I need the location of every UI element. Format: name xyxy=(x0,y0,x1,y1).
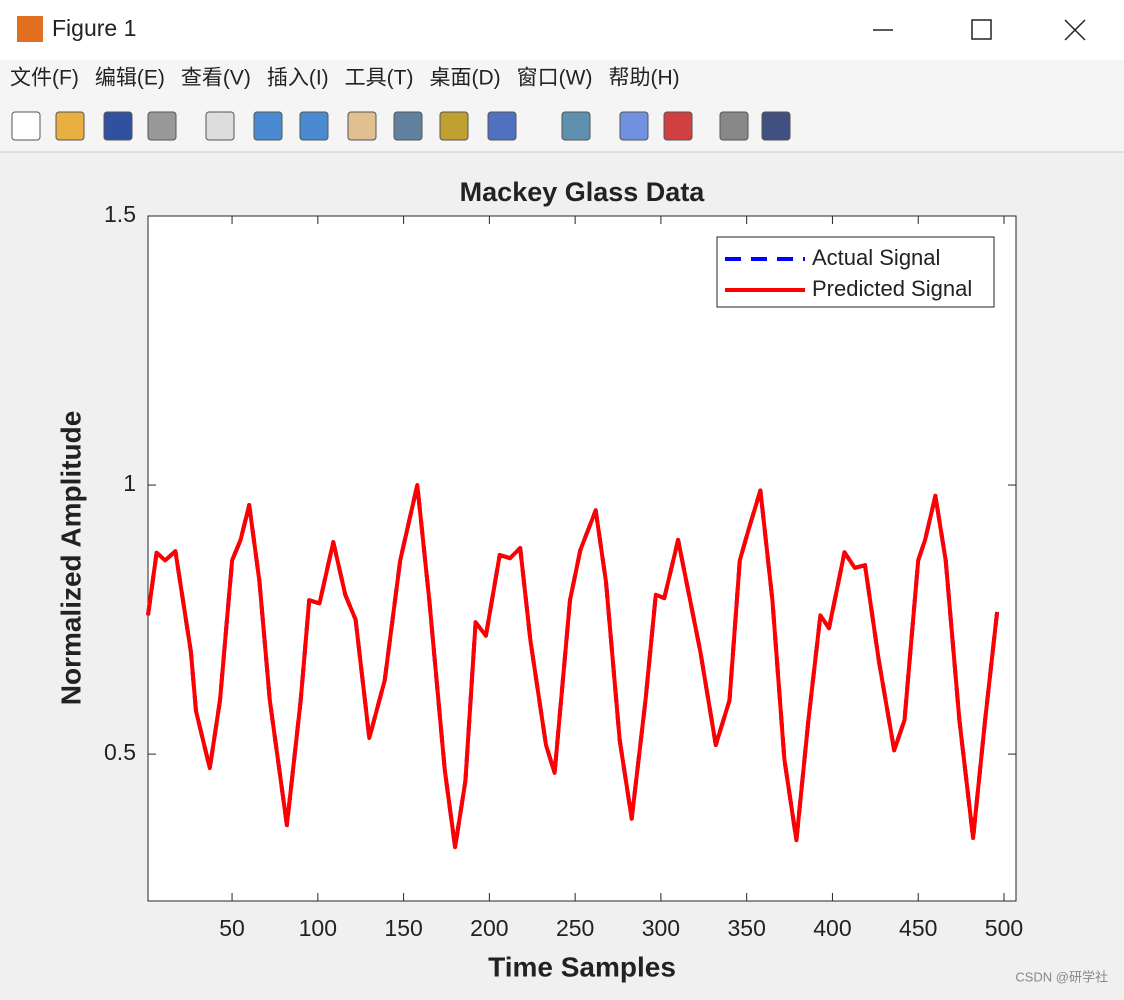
toolbar-button[interactable] xyxy=(11,111,41,141)
menu-item[interactable]: 桌面(D) xyxy=(429,67,500,90)
toolbar-button[interactable] xyxy=(487,111,517,141)
y-tick-label: 0.5 xyxy=(104,739,136,765)
toolbar-button[interactable] xyxy=(761,111,791,141)
x-tick-label: 200 xyxy=(470,915,508,941)
menu-bar xyxy=(0,60,1124,100)
menu-item[interactable]: 文件(F) xyxy=(10,67,79,90)
toolbar-button[interactable] xyxy=(619,111,649,141)
window-title: Figure 1 xyxy=(52,15,136,41)
legend-label: Actual Signal xyxy=(812,245,940,270)
maximize-button[interactable] xyxy=(971,19,992,40)
x-tick-label: 300 xyxy=(642,915,680,941)
x-tick-label: 350 xyxy=(727,915,765,941)
x-tick-label: 450 xyxy=(899,915,937,941)
menu-item[interactable]: 窗口(W) xyxy=(517,67,593,90)
y-tick-label: 1 xyxy=(123,470,136,496)
menu-item[interactable]: 编辑(E) xyxy=(95,67,165,90)
app-icon xyxy=(17,16,43,42)
toolbar-button[interactable] xyxy=(439,111,469,141)
x-tick-label: 150 xyxy=(384,915,422,941)
toolbar-button[interactable] xyxy=(347,111,377,141)
menu-item[interactable]: 插入(I) xyxy=(267,67,329,90)
toolbar-button[interactable] xyxy=(393,111,423,141)
y-axis-label: Normalized Amplitude xyxy=(55,411,86,706)
toolbar-button[interactable] xyxy=(253,111,283,141)
menu-item[interactable]: 工具(T) xyxy=(345,67,414,90)
toolbar-button[interactable] xyxy=(55,111,85,141)
x-axis-label: Time Samples xyxy=(488,951,676,982)
toolbar-button[interactable] xyxy=(205,111,235,141)
toolbar-button[interactable] xyxy=(299,111,329,141)
legend-box xyxy=(716,236,995,308)
legend-label: Predicted Signal xyxy=(812,276,972,301)
chart-title: Mackey Glass Data xyxy=(460,177,706,207)
close-button[interactable] xyxy=(1064,19,1086,41)
series-line xyxy=(146,483,1000,850)
y-tick-label: 1.5 xyxy=(104,201,136,227)
menu-item[interactable]: 查看(V) xyxy=(181,67,251,90)
axes xyxy=(147,215,1017,902)
watermark: CSDN @研学社 xyxy=(1015,969,1108,984)
toolbar-button[interactable] xyxy=(663,111,693,141)
title-bar xyxy=(0,0,1124,60)
toolbar-button[interactable] xyxy=(103,111,133,141)
toolbar-button[interactable] xyxy=(719,111,749,141)
x-tick-label: 50 xyxy=(219,915,245,941)
menu-item[interactable]: 帮助(H) xyxy=(608,67,679,90)
x-tick-label: 250 xyxy=(556,915,594,941)
x-tick-label: 500 xyxy=(985,915,1023,941)
toolbar-button[interactable] xyxy=(561,111,591,141)
x-tick-label: 100 xyxy=(299,915,337,941)
x-tick-label: 400 xyxy=(813,915,851,941)
toolbar-button[interactable] xyxy=(147,111,177,141)
